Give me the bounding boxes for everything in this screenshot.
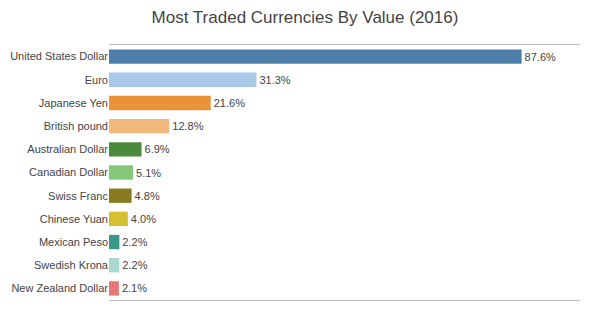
svg-text:2.2%: 2.2% xyxy=(122,259,147,271)
svg-text:Euro: Euro xyxy=(85,74,108,86)
svg-text:31.3%: 31.3% xyxy=(259,74,290,86)
svg-text:Swedish Krona: Swedish Krona xyxy=(34,259,109,271)
svg-text:87.6%: 87.6% xyxy=(525,51,556,63)
svg-text:Mexican Peso: Mexican Peso xyxy=(39,236,108,248)
svg-text:2.2%: 2.2% xyxy=(122,236,147,248)
svg-text:Japanese Yen: Japanese Yen xyxy=(39,97,108,109)
svg-text:Most Traded Currencies By Valu: Most Traded Currencies By Value (2016) xyxy=(152,8,459,27)
svg-text:Swiss Franc: Swiss Franc xyxy=(48,190,108,202)
svg-text:4.8%: 4.8% xyxy=(135,190,160,202)
svg-text:Chinese Yuan: Chinese Yuan xyxy=(40,213,108,225)
svg-text:6.9%: 6.9% xyxy=(145,143,170,155)
svg-text:United States Dollar: United States Dollar xyxy=(10,50,108,62)
svg-text:Canadian Dollar: Canadian Dollar xyxy=(29,166,108,178)
svg-text:21.6%: 21.6% xyxy=(214,97,245,109)
svg-text:12.8%: 12.8% xyxy=(172,120,203,132)
svg-text:New Zealand Dollar: New Zealand Dollar xyxy=(11,282,108,294)
svg-text:British pound: British pound xyxy=(44,120,108,132)
svg-text:5.1%: 5.1% xyxy=(136,167,161,179)
svg-text:Australian Dollar: Australian Dollar xyxy=(27,143,108,155)
svg-text:4.0%: 4.0% xyxy=(131,213,156,225)
svg-text:2.1%: 2.1% xyxy=(122,282,147,294)
